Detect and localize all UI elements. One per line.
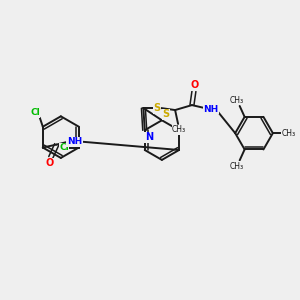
Text: CH₃: CH₃ xyxy=(230,95,244,104)
Text: NH: NH xyxy=(67,137,82,146)
Text: O: O xyxy=(191,80,199,90)
Text: N: N xyxy=(145,132,153,142)
Text: O: O xyxy=(46,158,54,168)
Text: CH₃: CH₃ xyxy=(230,162,244,171)
Text: S: S xyxy=(162,109,169,119)
Text: CH₃: CH₃ xyxy=(172,125,186,134)
Text: Cl: Cl xyxy=(30,108,40,117)
Text: CH₃: CH₃ xyxy=(282,129,296,138)
Text: NH: NH xyxy=(203,105,218,114)
Text: S: S xyxy=(154,103,161,113)
Text: Cl: Cl xyxy=(59,143,69,152)
